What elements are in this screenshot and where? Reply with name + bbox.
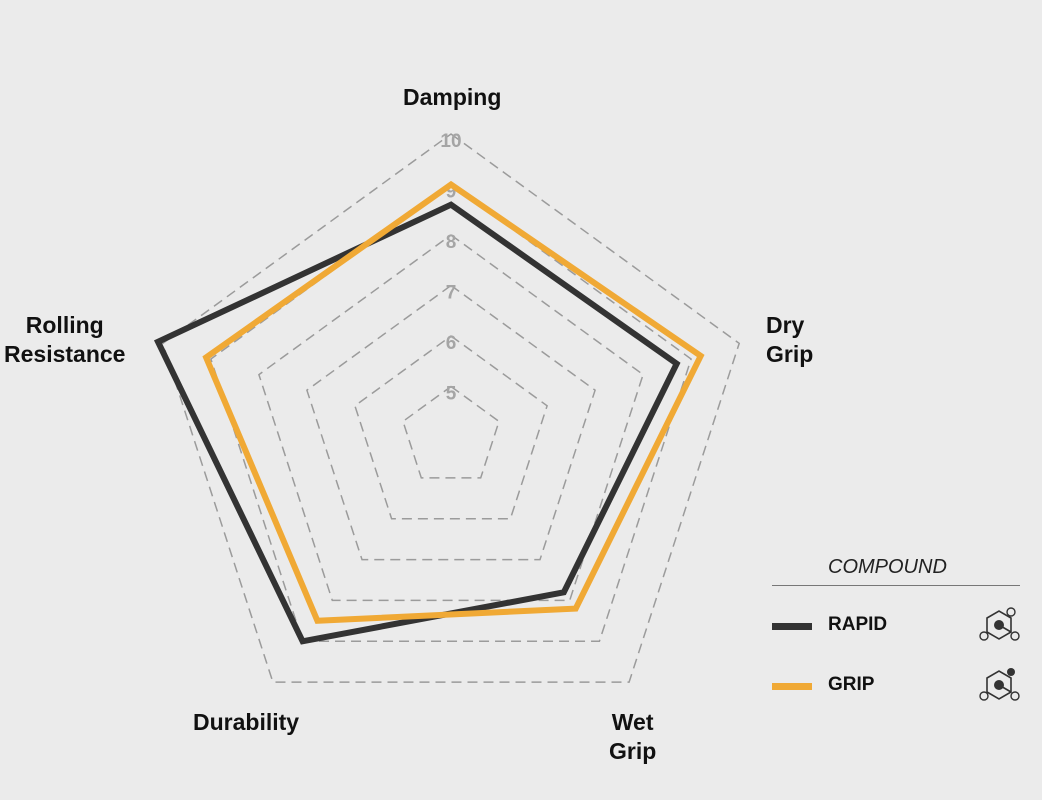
legend-item-rapid: RAPID — [772, 606, 1022, 646]
axis-label-dry-grip: Dry Grip — [766, 312, 814, 367]
grid-ring-7 — [306, 284, 596, 561]
grid-ring-10 — [161, 133, 741, 683]
tick-label-6: 6 — [446, 333, 457, 354]
grid-ring-9 — [210, 183, 692, 643]
grid-ring-6 — [354, 335, 548, 520]
compound-molecule-icon — [979, 607, 1020, 641]
legend-swatch-rapid — [772, 623, 812, 630]
legend: COMPOUND RAPID GRIP — [772, 556, 1022, 701]
axis-label-damping: Damping — [403, 84, 502, 110]
compound-molecule-icon — [979, 668, 1020, 701]
tick-label-5: 5 — [446, 384, 457, 405]
legend-swatch-grip — [772, 683, 812, 690]
grid-ring-5 — [402, 385, 500, 479]
legend-label-grip: GRIP — [828, 674, 875, 695]
tick-label-8: 8 — [446, 232, 457, 253]
tick-label-10: 10 — [440, 131, 461, 152]
legend-label-rapid: RAPID — [828, 614, 888, 635]
axis-label-durability: Durability — [193, 709, 300, 735]
tick-label-9: 9 — [446, 182, 457, 203]
legend-item-grip: GRIP — [772, 666, 1022, 706]
tick-label-7: 7 — [446, 283, 457, 304]
legend-title: COMPOUND — [772, 556, 1020, 586]
series-grip — [202, 180, 705, 624]
axis-label-rolling-resistance: Rolling Resistance — [4, 312, 126, 367]
grid-ring-8 — [258, 234, 644, 602]
axis-label-wet-grip: Wet Grip — [609, 709, 657, 764]
